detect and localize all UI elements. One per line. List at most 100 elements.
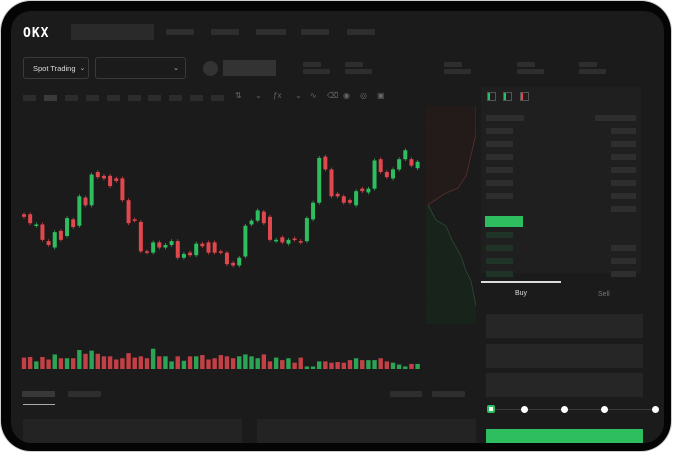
app-screen: OKX Spot Trading ⌄ ⌄ ⇅ ⌄ ƒx ⌄ ∿ ⌫ ◉ ◎ ▣ [11, 11, 664, 443]
volume-bar [329, 362, 334, 369]
ruler-icon[interactable]: ⌫ [327, 91, 339, 100]
total-input[interactable] [486, 373, 643, 397]
camera-icon[interactable]: ◉ [343, 91, 350, 100]
chevron-down-icon[interactable]: ⌄ [255, 91, 262, 100]
stat-value [444, 69, 471, 74]
volume-bar [261, 354, 267, 369]
volume-bar [286, 358, 291, 369]
slider-step-75[interactable] [601, 406, 608, 413]
chevron-down-icon[interactable]: ⌄ [295, 91, 302, 100]
candle [89, 174, 94, 206]
volume-bar [237, 356, 242, 369]
interval-7[interactable] [148, 95, 161, 101]
orderbook-asks-icon[interactable] [520, 92, 529, 101]
interval-2[interactable] [44, 95, 57, 101]
candle [378, 159, 383, 172]
amount-input[interactable] [486, 344, 643, 368]
volume-bar [323, 361, 328, 369]
interval-3[interactable] [65, 95, 78, 101]
slider-step-100[interactable] [652, 406, 659, 413]
line-icon[interactable]: ∿ [310, 91, 317, 100]
candle [341, 196, 346, 203]
indicator-icon[interactable]: ƒx [273, 91, 282, 100]
volume-bar [415, 363, 420, 369]
market-selector-label: Spot Trading [33, 63, 76, 73]
candle [347, 200, 352, 203]
nav-item[interactable] [211, 29, 239, 35]
volume-bar [372, 360, 377, 369]
volume-bar [366, 360, 371, 369]
candle [22, 214, 26, 217]
nav-item[interactable] [256, 29, 286, 35]
volume-bar [101, 356, 107, 369]
active-tab-indicator [481, 281, 561, 283]
candle [206, 242, 211, 253]
volume-bar [273, 357, 279, 369]
okx-logo[interactable]: OKX [23, 26, 50, 41]
volume-bar [95, 353, 100, 369]
bid-amount [611, 258, 636, 264]
bottom-action[interactable] [390, 391, 422, 397]
bottom-tab-history[interactable] [68, 391, 101, 397]
volume-bar [347, 360, 353, 369]
volume-bar [120, 358, 125, 369]
candle [372, 160, 377, 189]
slider-track[interactable] [489, 409, 654, 410]
ask-amount [611, 180, 636, 186]
candle [163, 244, 168, 248]
bid-amount [611, 245, 636, 251]
fullscreen-icon[interactable]: ▣ [377, 91, 385, 100]
volume-bar [292, 362, 297, 369]
interval-10[interactable] [211, 95, 224, 101]
tab-sell[interactable]: Sell [598, 291, 610, 298]
bottom-action[interactable] [432, 391, 465, 397]
search-placeholder[interactable] [71, 24, 154, 40]
volume-bar [212, 358, 217, 369]
candle-type-icon[interactable]: ⇅ [235, 91, 242, 100]
candle [40, 224, 45, 240]
interval-1[interactable] [23, 95, 36, 101]
stat-label [444, 62, 462, 67]
nav-item[interactable] [347, 29, 375, 35]
price-input[interactable] [486, 314, 643, 338]
ask-price [486, 154, 513, 160]
last-price [485, 216, 523, 227]
interval-6[interactable] [128, 95, 141, 101]
candle [249, 220, 254, 225]
tab-buy[interactable]: Buy [515, 290, 528, 297]
volume-bar [157, 356, 162, 369]
settings-icon[interactable]: ◎ [360, 91, 367, 100]
nav-item[interactable] [166, 29, 194, 35]
market-selector[interactable]: Spot Trading ⌄ [23, 57, 89, 79]
slider-handle[interactable] [487, 405, 495, 413]
pair-selector[interactable]: ⌄ [95, 57, 186, 79]
bottom-tab-open-orders[interactable] [22, 391, 55, 397]
ask-price [486, 180, 513, 186]
bid-price [486, 245, 513, 251]
volume-bar [52, 354, 57, 369]
interval-5[interactable] [107, 95, 120, 101]
slider-step-25[interactable] [521, 406, 528, 413]
interval-4[interactable] [86, 95, 99, 101]
orderbook-both-icon[interactable] [487, 92, 496, 101]
volume-bar [181, 360, 187, 369]
candle [329, 169, 334, 197]
candle [181, 253, 186, 258]
candle [397, 159, 402, 170]
volume-bar [249, 356, 254, 369]
buy-button[interactable] [486, 429, 643, 443]
candle [403, 150, 408, 160]
interval-8[interactable] [169, 95, 182, 101]
candle [298, 241, 303, 243]
interval-9[interactable] [190, 95, 203, 101]
slider-step-50[interactable] [561, 406, 568, 413]
volume-bar [390, 362, 396, 369]
candle [360, 188, 365, 192]
nav-item[interactable] [301, 29, 329, 35]
candlestick-chart[interactable] [16, 106, 426, 371]
orderbook-bids-icon[interactable] [503, 92, 512, 101]
bottom-card [257, 419, 476, 443]
candle [175, 241, 180, 258]
volume-bar [218, 355, 223, 369]
chevron-down-icon: ⌄ [173, 65, 179, 72]
